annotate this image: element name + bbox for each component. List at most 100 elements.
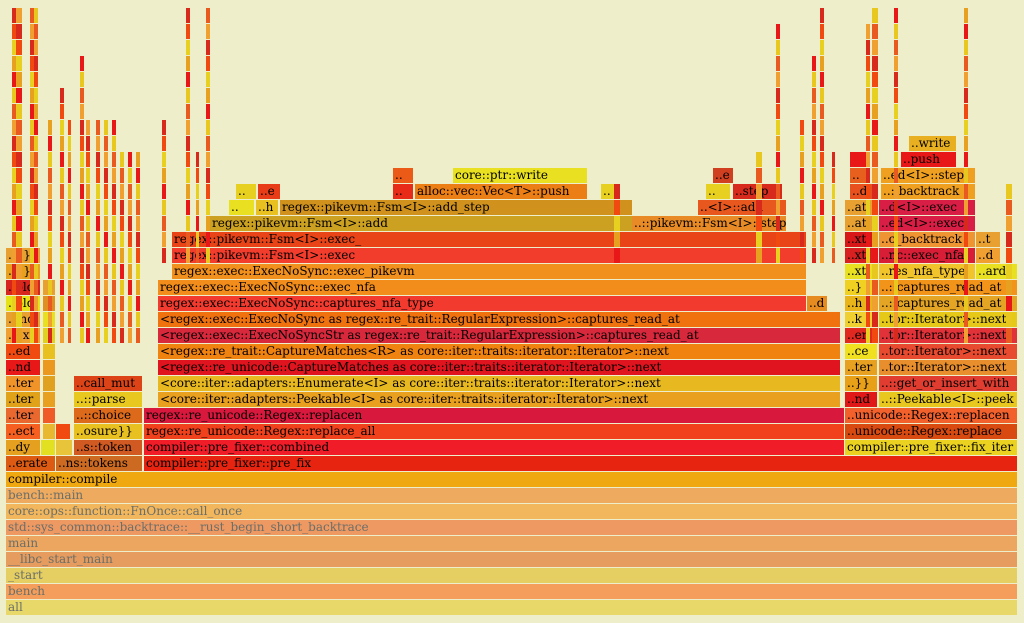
flame-sliver[interactable] — [812, 152, 816, 167]
flame-sliver[interactable] — [812, 216, 816, 231]
flame-frame[interactable]: ..tor::Iterator>::next — [879, 344, 1017, 359]
flame-sliver[interactable] — [964, 296, 968, 311]
flame-sliver[interactable] — [96, 120, 100, 135]
flame-sliver[interactable] — [68, 152, 71, 167]
flame-frame[interactable]: regex::exec::ExecNoSync::exec_pikevm — [172, 264, 806, 279]
flame-frame[interactable]: ..dy — [6, 440, 40, 455]
flame-frame[interactable]: <core::iter::adapters::Enumerate<I> as c… — [158, 376, 840, 391]
flame-sliver[interactable] — [48, 152, 52, 167]
flame-sliver[interactable] — [776, 216, 780, 231]
flame-frame[interactable]: core::ptr::write — [453, 168, 587, 183]
flame-frame[interactable]: regex::pikevm::Fsm<I>::exec — [172, 248, 806, 263]
flame-sliver[interactable] — [894, 232, 898, 247]
flame-sliver[interactable] — [964, 88, 968, 103]
flame-frame[interactable]: .. — [393, 184, 413, 199]
flame-sliver[interactable] — [120, 264, 124, 279]
flame-sliver[interactable] — [86, 296, 90, 311]
flame-sliver[interactable] — [80, 312, 84, 327]
flame-sliver[interactable] — [136, 280, 140, 295]
flame-sliver[interactable] — [894, 136, 898, 151]
flame-sliver[interactable] — [866, 72, 870, 87]
flame-sliver[interactable] — [872, 88, 878, 103]
flame-sliver[interactable] — [112, 264, 116, 279]
flame-sliver[interactable] — [872, 40, 878, 55]
flame-sliver[interactable] — [964, 328, 968, 343]
flame-sliver[interactable] — [60, 232, 64, 247]
flame-sliver[interactable] — [756, 216, 762, 231]
flame-sliver[interactable] — [136, 248, 140, 263]
flame-sliver[interactable] — [104, 232, 108, 247]
flame-sliver[interactable] — [964, 56, 968, 71]
flame-sliver[interactable] — [68, 312, 71, 327]
flame-sliver[interactable] — [820, 88, 824, 103]
flame-frame[interactable]: ..d — [807, 296, 827, 311]
flame-sliver[interactable] — [614, 200, 620, 215]
flame-sliver[interactable] — [86, 168, 90, 183]
flame-sliver[interactable] — [112, 232, 116, 247]
flame-sliver[interactable] — [30, 328, 36, 343]
flame-sliver[interactable] — [964, 200, 968, 215]
flame-frame[interactable] — [850, 152, 866, 167]
flame-sliver[interactable] — [812, 168, 816, 183]
flame-sliver[interactable] — [894, 56, 898, 71]
flame-sliver[interactable] — [866, 88, 870, 103]
flame-sliver[interactable] — [112, 136, 116, 151]
flame-frame[interactable]: bench — [6, 584, 1017, 599]
flame-sliver[interactable] — [894, 328, 898, 343]
flame-sliver[interactable] — [800, 216, 804, 231]
flame-sliver[interactable] — [48, 296, 52, 311]
flame-sliver[interactable] — [872, 184, 878, 199]
flame-sliver[interactable] — [186, 24, 190, 39]
flame-sliver[interactable] — [800, 168, 804, 183]
flame-sliver[interactable] — [776, 184, 780, 199]
flame-sliver[interactable] — [800, 152, 804, 167]
flame-sliver[interactable] — [104, 328, 108, 343]
flame-sliver[interactable] — [832, 200, 835, 215]
flame-sliver[interactable] — [80, 264, 84, 279]
flame-sliver[interactable] — [16, 200, 22, 215]
flame-sliver[interactable] — [832, 232, 835, 247]
flame-sliver[interactable] — [186, 168, 190, 183]
flame-sliver[interactable] — [34, 72, 38, 87]
flame-sliver[interactable] — [756, 232, 762, 247]
flame-frame[interactable]: ..ns::tokens — [56, 456, 142, 471]
flame-frame[interactable]: ..::choice — [74, 408, 142, 423]
flame-sliver[interactable] — [30, 232, 36, 247]
flame-sliver[interactable] — [112, 248, 116, 263]
flame-sliver[interactable] — [86, 248, 90, 263]
flame-sliver[interactable] — [206, 136, 210, 151]
flame-frame[interactable]: ..ect — [6, 424, 40, 439]
flame-sliver[interactable] — [872, 312, 878, 327]
flame-sliver[interactable] — [866, 184, 870, 199]
flame-sliver[interactable] — [866, 312, 870, 327]
flame-frame[interactable]: .. — [236, 184, 256, 199]
flame-sliver[interactable] — [872, 72, 878, 87]
flame-sliver[interactable] — [96, 136, 100, 151]
flame-sliver[interactable] — [872, 328, 878, 343]
flame-sliver[interactable] — [964, 40, 968, 55]
flame-sliver[interactable] — [894, 184, 898, 199]
flame-sliver[interactable] — [120, 200, 124, 215]
flame-frame[interactable]: ..d — [976, 248, 1000, 263]
flame-sliver[interactable] — [964, 120, 968, 135]
flame-sliver[interactable] — [820, 136, 824, 151]
flame-sliver[interactable] — [136, 296, 140, 311]
flame-sliver[interactable] — [136, 184, 140, 199]
flame-sliver[interactable] — [34, 8, 38, 23]
flame-sliver[interactable] — [120, 280, 124, 295]
flame-sliver[interactable] — [206, 40, 210, 55]
flame-sliver[interactable] — [614, 184, 620, 199]
flame-sliver[interactable] — [86, 152, 90, 167]
flame-sliver[interactable] — [866, 56, 870, 71]
flame-sliver[interactable] — [16, 328, 22, 343]
flame-sliver[interactable] — [136, 328, 140, 343]
flame-sliver[interactable] — [894, 24, 898, 39]
flame-sliver[interactable] — [964, 104, 968, 119]
flame-frame[interactable]: std::sys_common::backtrace::__rust_begin… — [6, 520, 1017, 535]
flame-sliver[interactable] — [80, 216, 84, 231]
flame-sliver[interactable] — [206, 248, 210, 263]
flame-sliver[interactable] — [68, 200, 71, 215]
flame-sliver[interactable] — [894, 296, 898, 311]
flame-sliver[interactable] — [186, 232, 190, 247]
flame-sliver[interactable] — [872, 200, 878, 215]
